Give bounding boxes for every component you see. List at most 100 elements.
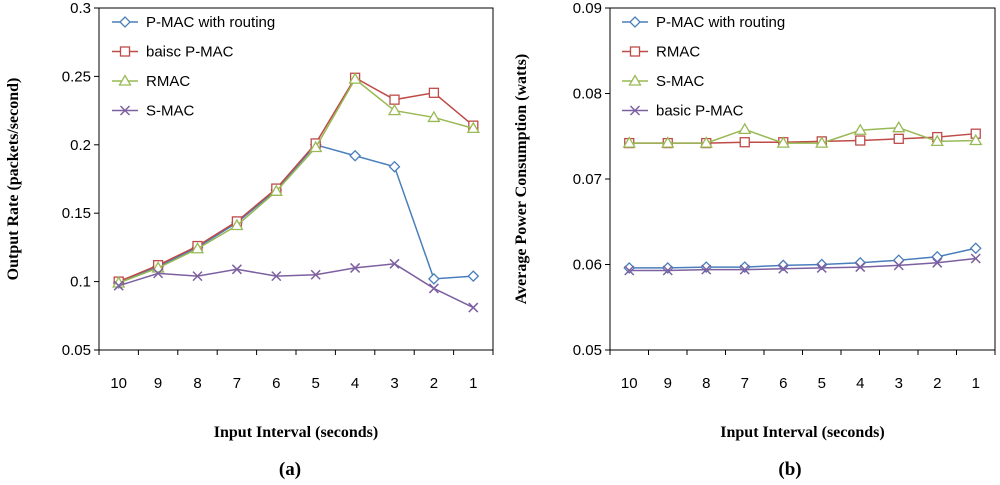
y-tick-label: 0.25	[62, 68, 91, 85]
data-point	[776, 136, 790, 148]
legend-marker	[628, 74, 642, 86]
data-point	[192, 271, 203, 282]
series-line	[629, 126, 976, 144]
legend-marker	[119, 16, 131, 28]
legend-item: S-MAC	[112, 103, 195, 120]
x-tick-label: 7	[741, 375, 749, 392]
panel-label: (b)	[778, 459, 801, 480]
y-tick-label: 0.2	[70, 137, 91, 154]
data-point	[271, 271, 282, 282]
data-point	[777, 259, 790, 272]
data-point	[661, 136, 675, 148]
x-tick-label: 3	[390, 375, 398, 392]
data-point	[428, 87, 440, 98]
x-tick-label: 10	[621, 375, 638, 392]
x-tick-label: 2	[933, 375, 941, 392]
x-tick-label: 7	[233, 375, 241, 392]
x-tick-label: 1	[972, 375, 980, 392]
legend-label: S-MAC	[146, 103, 195, 120]
y-tick-label: 0.3	[70, 0, 91, 17]
y-tick-label: 0.06	[573, 257, 602, 274]
legend-item: RMAC	[622, 44, 700, 61]
y-tick-label: 0.15	[62, 205, 91, 222]
data-point	[969, 242, 982, 255]
x-tick-label: 3	[895, 375, 903, 392]
x-tick-label: 6	[272, 375, 280, 392]
data-point	[893, 260, 904, 271]
y-axis-title: Output Rate (packets/second)	[5, 78, 22, 281]
series-s-mac	[113, 258, 479, 313]
y-tick-label: 0.09	[573, 0, 602, 17]
x-tick-label: 6	[779, 375, 787, 392]
data-point	[853, 123, 867, 135]
chart-panel-a: 0.05 0.1 0.15 0.2 0.25 0.3 10 9 8 7 6 5 4 3 2 1 Input In…	[5, 0, 494, 480]
legend: P-MAC with routing RMAC S-MAC basic P-MAC	[622, 14, 785, 120]
legend-item: S-MAC	[622, 73, 705, 90]
y-tick-label: 0.1	[70, 274, 91, 291]
legend-label: basic P-MAC	[656, 103, 744, 120]
legend-item: RMAC	[112, 73, 190, 90]
data-point	[388, 160, 401, 173]
data-point	[427, 110, 441, 123]
data-point	[113, 280, 124, 291]
data-point	[932, 257, 943, 268]
x-tick-label: 9	[154, 375, 162, 392]
series-line	[118, 76, 474, 283]
data-point	[662, 265, 673, 276]
y-tick-label: 0.07	[573, 171, 602, 188]
data-point	[468, 302, 479, 313]
x-tick-label: 9	[664, 375, 672, 392]
legend-label: P-MAC with routing	[146, 14, 275, 31]
panel-label: (a)	[279, 459, 301, 480]
series-s-mac	[622, 120, 983, 148]
data-point	[190, 241, 205, 254]
data-point	[701, 264, 712, 275]
x-tick-label: 4	[351, 375, 359, 392]
data-point	[467, 270, 480, 283]
data-point	[778, 263, 789, 274]
data-point	[231, 264, 242, 275]
data-point	[970, 253, 981, 264]
x-tick-label: 8	[702, 375, 710, 392]
data-point	[738, 122, 752, 135]
data-point	[427, 272, 440, 285]
legend-marker	[119, 46, 131, 57]
data-point	[387, 103, 402, 116]
data-point	[892, 254, 905, 267]
series-line	[118, 78, 474, 284]
x-tick-label: 10	[110, 375, 127, 392]
legend-label: S-MAC	[656, 73, 705, 90]
series-line	[629, 132, 976, 144]
data-point	[269, 184, 283, 196]
series-line	[629, 247, 976, 269]
legend-label: P-MAC with routing	[656, 14, 785, 31]
legend-marker	[629, 105, 641, 116]
legend: P-MAC with routing baisc P-MAC RMAC S-MAC	[112, 14, 275, 120]
data-point	[815, 136, 829, 148]
series-p-mac-with-routing	[112, 138, 480, 289]
data-point	[348, 72, 362, 84]
chart-panel-b: 0.05 0.06 0.07 0.08 0.09 10 9 8 7 6 5 4 3 2 1 Input Int…	[513, 0, 996, 480]
legend-marker	[629, 46, 641, 57]
data-point	[816, 262, 827, 273]
data-point	[310, 269, 321, 280]
data-point	[349, 149, 362, 162]
legend-marker	[629, 16, 641, 28]
x-tick-label: 5	[312, 375, 320, 392]
legend-label: RMAC	[146, 73, 190, 90]
x-tick-label: 4	[856, 375, 864, 392]
legend-item: P-MAC with routing	[622, 14, 785, 31]
data-point	[466, 121, 480, 134]
series-line	[118, 263, 474, 309]
data-point	[892, 120, 906, 133]
data-point	[699, 136, 713, 148]
data-point	[350, 262, 361, 273]
data-point	[815, 258, 828, 271]
data-point	[969, 133, 983, 146]
legend-item: P-MAC with routing	[112, 14, 275, 31]
data-point	[389, 94, 400, 105]
data-point	[739, 264, 750, 275]
data-point	[855, 135, 866, 146]
x-tick-label: 1	[469, 375, 477, 392]
